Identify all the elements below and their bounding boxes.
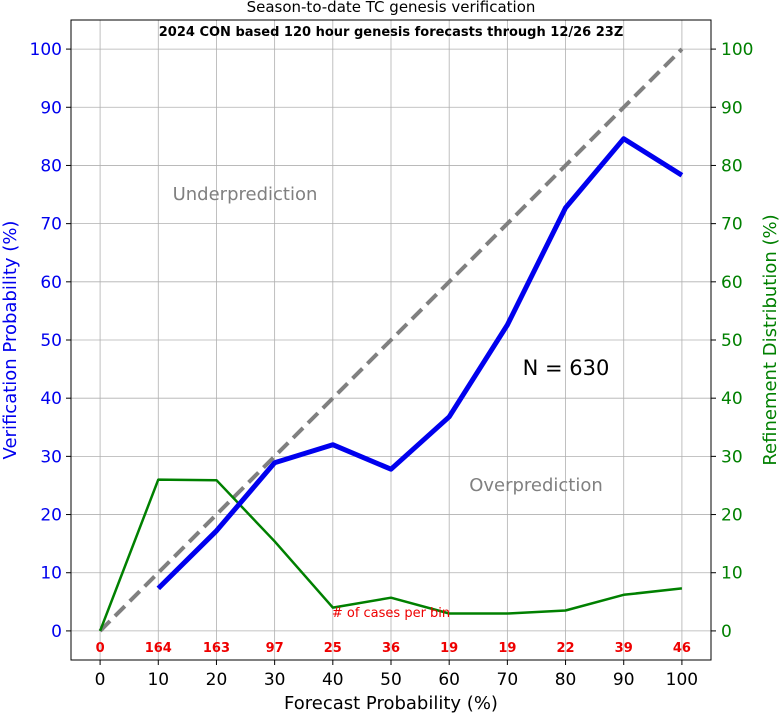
- case-count-label: 163: [203, 641, 230, 656]
- underprediction-label: Underprediction: [173, 184, 318, 205]
- x-tick-label: 80: [555, 670, 577, 690]
- y-tick-label-right: 60: [721, 273, 743, 293]
- x-tick-label: 70: [497, 670, 519, 690]
- x-axis: 0 10 20 30 40 50 60 70 80 90 100: [95, 660, 698, 690]
- case-count-label: 36: [382, 641, 400, 656]
- verification-line: [156, 136, 684, 591]
- case-count-label: 25: [324, 641, 342, 656]
- y-tick-label-left: 90: [40, 98, 62, 118]
- y-tick-label-right: 40: [721, 389, 743, 409]
- case-count-label: 22: [556, 641, 574, 656]
- overprediction-label: Overprediction: [469, 475, 603, 496]
- case-count-label: 19: [440, 641, 458, 656]
- y-tick-label-left: 100: [30, 40, 62, 60]
- refinement-line: [98, 478, 683, 632]
- y-tick-label-right: 80: [721, 156, 743, 176]
- y-tick-label-left: 80: [40, 156, 62, 176]
- grid: [71, 20, 711, 660]
- y-tick-label-right: 0: [721, 622, 732, 642]
- case-count-label: 39: [615, 641, 633, 656]
- y-tick-label-left: 30: [40, 447, 62, 467]
- x-tick-label: 50: [380, 670, 402, 690]
- y-tick-label-left: 70: [40, 215, 62, 235]
- x-tick-label: 90: [613, 670, 635, 690]
- y-tick-label-right: 100: [721, 40, 753, 60]
- y-tick-label-right: 90: [721, 98, 743, 118]
- chart-subtitle: 2024 CON based 120 hour genesis forecast…: [159, 25, 624, 40]
- cases-per-bin-label: # of cases per bin: [332, 606, 450, 621]
- y-tick-label-left: 0: [51, 622, 62, 642]
- y-tick-label-right: 70: [721, 215, 743, 235]
- perfect-reliability-line: [98, 47, 684, 633]
- x-tick-label: 10: [147, 670, 169, 690]
- x-tick-label: 100: [666, 670, 698, 690]
- case-count-label: 97: [266, 641, 284, 656]
- y-tick-label-left: 60: [40, 273, 62, 293]
- y-axis-right: 0 10 20 30 40 50 60 70 80 90 100: [711, 40, 753, 642]
- y-axis-label-right: Refinement Distribution (%): [760, 214, 779, 465]
- annotations: Underprediction Overprediction N = 630 #…: [173, 184, 610, 621]
- x-tick-label: 40: [322, 670, 344, 690]
- case-counts: 0 164 163 97 25 36 19 19 22 39 46: [96, 641, 691, 656]
- n-count-label: N = 630: [523, 356, 610, 380]
- y-tick-label-left: 20: [40, 506, 62, 526]
- y-tick-label-left: 40: [40, 389, 62, 409]
- y-tick-label-right: 20: [721, 506, 743, 526]
- plot-lines: [98, 47, 684, 633]
- x-tick-label: 0: [95, 670, 106, 690]
- case-count-label: 46: [673, 641, 691, 656]
- x-axis-label: Forecast Probability (%): [284, 693, 498, 713]
- y-tick-label-right: 50: [721, 331, 743, 351]
- x-tick-label: 30: [264, 670, 286, 690]
- y-tick-label-right: 30: [721, 447, 743, 467]
- y-axis-label-left: Verification Probability (%): [0, 221, 21, 460]
- x-tick-label: 60: [438, 670, 460, 690]
- case-count-label: 164: [145, 641, 172, 656]
- y-tick-label-left: 50: [40, 331, 62, 351]
- case-count-label: 19: [498, 641, 516, 656]
- chart-title: Season-to-date TC genesis verification: [247, 0, 536, 16]
- case-count-label: 0: [96, 641, 105, 656]
- y-tick-label-right: 10: [721, 564, 743, 584]
- x-tick-label: 20: [206, 670, 228, 690]
- y-tick-label-left: 10: [40, 564, 62, 584]
- y-axis-left: 0 10 20 30 40 50 60 70 80 90 100: [30, 40, 71, 642]
